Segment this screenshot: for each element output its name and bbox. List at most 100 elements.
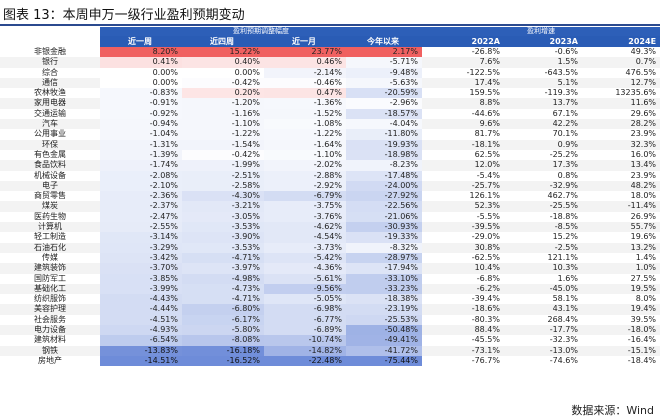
table-row: 汽车 -0.94% -1.10% -1.08% -4.04% 9.6% 42.2% 28.2% [0,119,660,130]
cell-growth: -6.8% [476,273,500,283]
cell-growth: 1.5% [504,57,582,68]
cell-growth: -45.5% [471,335,500,345]
industry-name: 非银金融 [34,47,66,56]
cell-growth: -17.7% [504,325,582,336]
cell-revision: -13.83% [100,345,182,356]
cell-growth: 0.7% [582,57,660,68]
cell-revision: -25.53% [346,314,422,326]
cell-revision: -3.53% [182,242,264,253]
industry-name: 银行 [0,57,100,68]
cell-revision: -19.33% [346,232,422,243]
cell-revision: -6.77% [264,314,346,326]
cell-revision: -6.89% [264,325,346,336]
cell-revision: -14.82% [264,345,346,356]
cell-revision: -8.23% [346,160,422,171]
cell-revision: -1.36% [264,98,346,109]
cell-revision: -33.23% [346,283,422,295]
cell-growth: 126.1% [469,191,500,201]
cell-revision: -2.36% [100,191,182,202]
industry-name: 轻工制造 [34,232,66,242]
industry-name: 综合 [42,67,58,77]
cell-growth: -0.6% [554,47,578,56]
cell-growth: 58.1% [552,294,578,304]
cell-revision: -2.55% [100,222,182,233]
cell-revision: -0.46% [313,77,342,87]
cell-growth: 268.4% [547,314,578,324]
cell-revision: -30.93% [346,222,422,233]
cell-growth: 0.8% [557,170,578,180]
column-header: 近一周 [100,36,182,47]
cell-growth: -643.5% [544,67,578,77]
cell-growth: 39.5% [630,314,657,324]
cell-growth: 67.1% [552,108,578,118]
cell-growth: -18.4% [627,355,657,365]
data-table: 盈利预期调整幅度 盈利增速 近一周 近四周 近一月 今年以来 2022A 202… [0,27,660,367]
cell-revision: -1.74% [100,160,182,171]
cell-revision: -4.36% [264,263,346,274]
cell-revision: -6.98% [264,304,346,315]
industry-name: 纺织服饰 [34,294,66,304]
cell-revision: -1.22% [182,129,264,140]
cell-revision: -41.72% [346,345,422,356]
cell-revision: -4.44% [100,304,182,315]
cell-revision: -8.32% [346,242,422,253]
table-row: 纺织服饰 -4.43% -4.71% -5.05% -18.38% -39.4% 58.1%… [0,294,660,305]
cell-revision: -1.10% [182,119,264,130]
table-row: 建筑材料 -6.54% -8.08% -10.74% -49.41% -45.5% -32.… [0,335,660,346]
cell-revision: -3.05% [182,211,264,223]
industry-name: 交通运输 [34,108,66,118]
cell-growth: -32.9% [504,180,582,192]
cell-growth: -32.3% [549,335,578,345]
cell-revision: -1.04% [100,129,182,140]
cell-revision: -2.92% [264,180,346,192]
cell-revision: -9.56% [264,283,346,295]
cell-growth: -29.0% [471,232,500,242]
table-row: 计算机 -2.55% -3.53% -4.62% -30.93% -39.5% -8.5% 5… [0,222,660,233]
cell-revision: -28.97% [346,252,422,264]
cell-growth: 48.2% [582,180,660,192]
cell-growth: -18.8% [549,211,578,221]
cell-revision: -11.80% [346,129,422,140]
cell-revision: -4.98% [182,273,264,284]
cell-revision: -3.85% [100,273,182,284]
cell-growth: 11.6% [582,98,660,109]
table-row: 公用事业 -1.04% -1.22% -1.22% -11.80% 81.7% 70.1% 2… [0,129,660,140]
table-row: 有色金属 -1.39% -0.42% -1.10% -18.98% 62.5% -25.2%… [0,149,660,161]
cell-revision: -1.10% [264,149,346,161]
cell-growth: -25.7% [422,180,504,192]
cell-growth: 43.1% [504,304,582,315]
cell-growth: 23.9% [630,129,657,139]
industry-name: 通信 [0,77,100,89]
cell-revision: -0.83% [100,88,182,99]
cell-revision: -3.53% [182,222,264,233]
industry-name: 商贸零售 [34,191,66,201]
industry-name: 美容护理 [0,304,100,315]
industry-name: 计算机 [0,222,100,233]
cell-growth: 28.2% [582,119,660,130]
cell-growth: 8.0% [635,294,657,304]
cell-growth: -39.4% [471,294,500,304]
column-header: 2022A [422,36,504,47]
cell-growth: 1.0% [582,263,660,274]
industry-name: 房地产 [38,355,62,365]
cell-revision: -33.10% [346,273,422,284]
cell-revision: -10.74% [264,335,346,346]
cell-growth: 462.7% [547,191,578,201]
cell-growth: 13235.6% [615,88,657,98]
cell-revision: -21.06% [346,211,422,223]
cell-revision: -1.52% [264,108,346,120]
cell-revision: -3.75% [264,201,346,212]
cell-growth: -11.4% [582,201,660,212]
cell-growth: -119.3% [544,88,578,98]
cell-growth: 18.0% [630,191,657,201]
cell-revision: -9.48% [346,67,422,78]
industry-name: 家用电器 [0,98,100,109]
table-row: 轻工制造 -3.14% -3.90% -4.54% -19.33% -29.0% 15.2%… [0,232,660,243]
industry-name: 有色金属 [34,149,66,159]
column-header: 2024E [582,36,660,47]
table-row: 通信 0.00% -0.42% -0.46% -5.63% 17.4% 5.1% 12.7% [0,77,660,89]
table-row: 房地产 -14.51% -16.52% -22.48% -75.44% -76.7% -74… [0,355,660,367]
cell-revision: -1.54% [182,139,264,150]
cell-revision: -0.94% [100,119,182,130]
cell-growth: -25.2% [549,149,578,159]
